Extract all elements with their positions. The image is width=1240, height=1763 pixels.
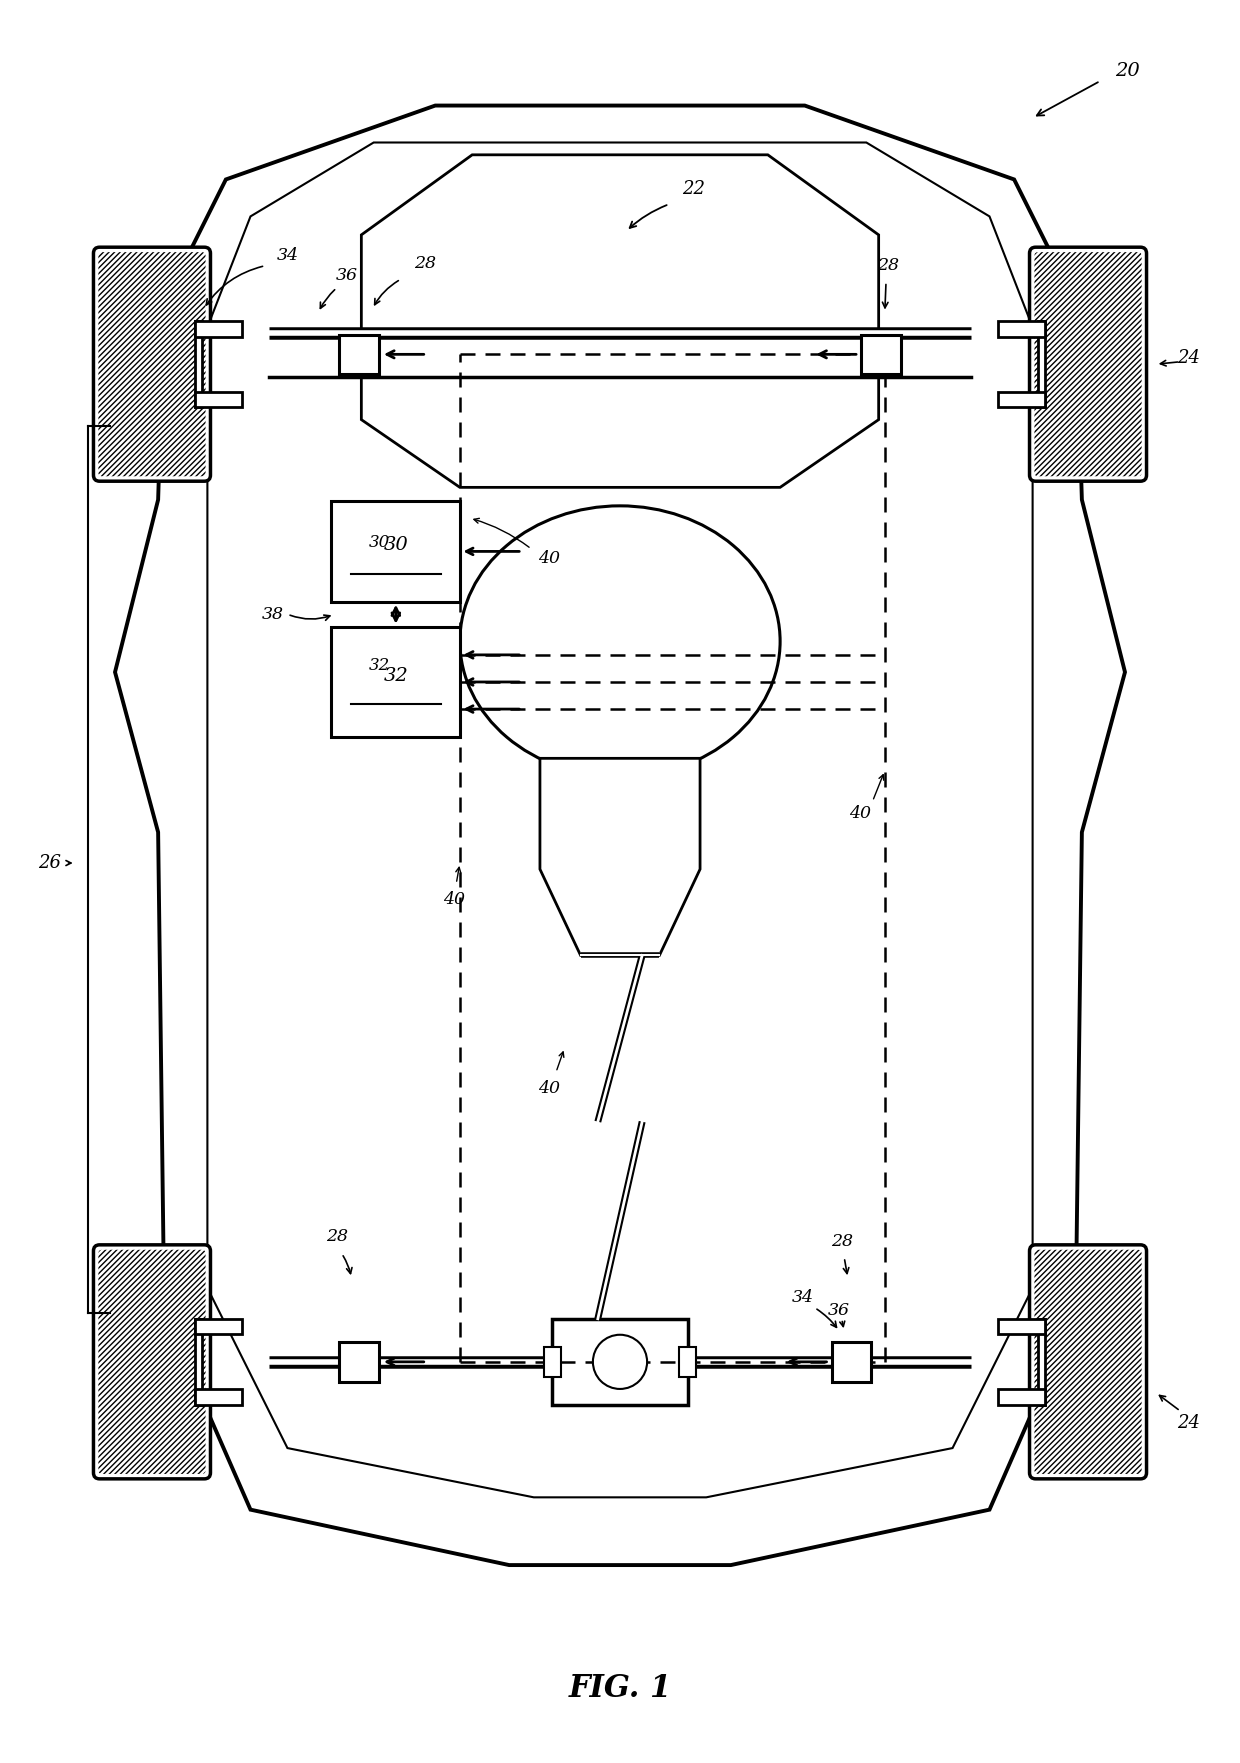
Bar [331,626,460,737]
Bar [340,335,378,374]
Bar [680,1347,697,1377]
Polygon shape [115,106,1125,1566]
Bar [543,1347,560,1377]
Bar [998,1319,1045,1335]
FancyBboxPatch shape [93,247,211,481]
Bar [195,391,242,407]
FancyBboxPatch shape [1029,1245,1147,1479]
Text: 34: 34 [277,247,299,264]
Text: 38: 38 [262,606,284,622]
Text: 28: 28 [831,1232,853,1250]
Polygon shape [539,758,701,956]
Circle shape [593,1335,647,1389]
Bar [195,1319,202,1405]
FancyBboxPatch shape [1029,247,1147,481]
Text: FIG. 1: FIG. 1 [568,1673,672,1703]
Bar [862,335,900,374]
Text: 36: 36 [828,1301,851,1319]
Bar [195,1389,242,1405]
Text: 40: 40 [538,550,559,568]
Bar [552,1319,688,1405]
Text: 36: 36 [336,266,357,284]
Text: 32: 32 [383,666,408,684]
Text: 20: 20 [1115,62,1140,79]
Text: 28: 28 [414,254,436,272]
Text: 40: 40 [849,806,872,822]
Bar [331,501,460,601]
Text: 28: 28 [326,1227,347,1245]
Bar [195,321,202,407]
Text: 40: 40 [443,892,465,908]
Text: 34: 34 [791,1289,813,1306]
Bar [832,1342,872,1382]
Text: 28: 28 [878,257,899,275]
Ellipse shape [460,506,780,777]
Text: 24: 24 [1178,1414,1200,1432]
Bar [998,321,1045,337]
Text: 22: 22 [682,180,706,197]
Text: 26: 26 [38,853,61,873]
Polygon shape [361,155,879,487]
Bar [998,1389,1045,1405]
Bar [340,1342,378,1382]
Bar [1038,321,1045,407]
FancyBboxPatch shape [93,1245,211,1479]
Text: 24: 24 [1178,349,1200,367]
Text: 30: 30 [370,534,391,552]
Bar [195,1319,242,1335]
Bar [1038,1319,1045,1405]
Bar [195,321,242,337]
Text: 32: 32 [370,658,391,675]
Text: 30: 30 [383,536,408,554]
Text: 40: 40 [538,1081,559,1097]
Bar [998,391,1045,407]
